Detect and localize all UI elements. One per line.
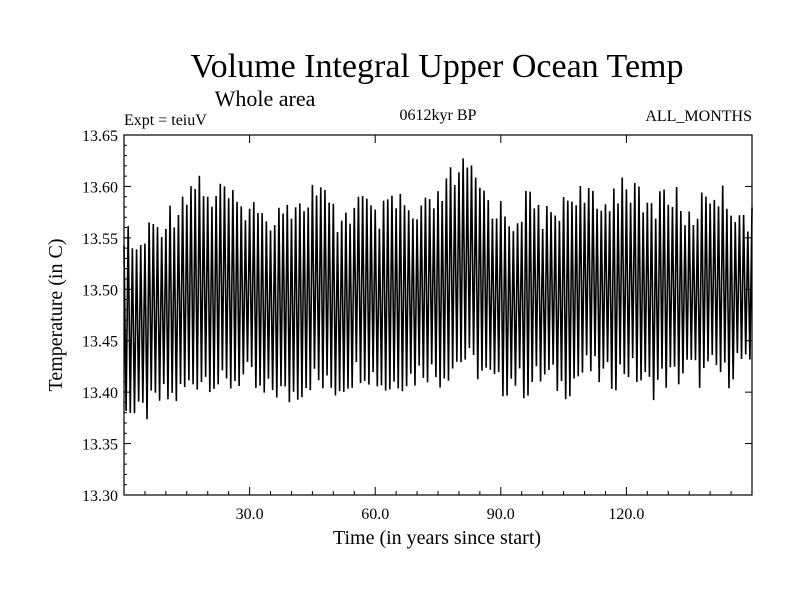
- plot-area: [123, 158, 753, 420]
- series-line: [123, 158, 753, 420]
- y-axis: 13.30 13.35 13.40 13.45 13.50 13.55 13.60 13.65: [82, 128, 752, 505]
- plot-frame: [123, 134, 753, 496]
- y-tick-label: 13.35: [82, 437, 118, 454]
- x-tick-label: 30.0: [236, 506, 264, 523]
- y-tick-label: 13.40: [82, 385, 118, 402]
- y-tick-label: 13.60: [82, 179, 118, 196]
- experiment-label: Expt = teiuV: [124, 112, 207, 129]
- y-tick-label: 13.50: [82, 282, 118, 299]
- x-tick-label: 120.0: [608, 506, 644, 523]
- chart-title: Volume Integral Upper Ocean Temp: [191, 48, 684, 85]
- x-axis: 30.0 60.0 90.0 120.0: [144, 135, 732, 523]
- y-tick-label: 13.45: [82, 334, 118, 351]
- x-tick-label: 60.0: [361, 506, 389, 523]
- x-axis-label: Time (in years since start): [333, 527, 541, 549]
- chart-subtitle: Whole area: [215, 86, 316, 111]
- y-axis-label: Temperature (in C): [45, 239, 67, 392]
- x-tick-label: 90.0: [487, 506, 515, 523]
- months-label: ALL_MONTHS: [645, 108, 752, 125]
- y-tick-label: 13.55: [82, 231, 118, 248]
- y-tick-label: 13.30: [82, 488, 118, 505]
- period-label: 0612kyr BP: [400, 107, 477, 124]
- y-tick-label: 13.65: [82, 128, 118, 145]
